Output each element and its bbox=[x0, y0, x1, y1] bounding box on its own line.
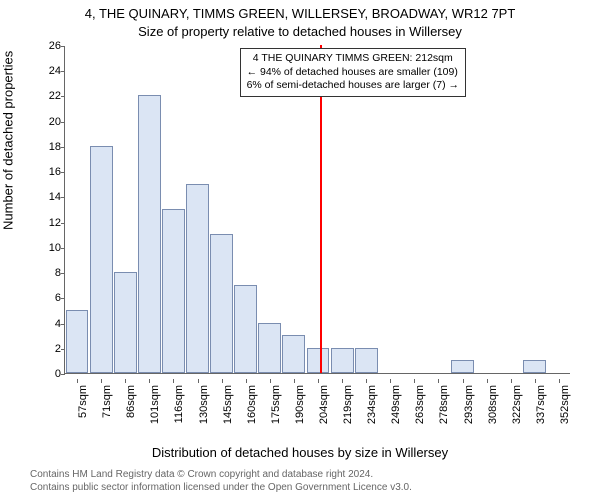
histogram-bar bbox=[210, 234, 233, 373]
x-tick-mark bbox=[246, 379, 247, 383]
y-tick-mark bbox=[61, 273, 65, 274]
x-tick-label: 57sqm bbox=[77, 385, 89, 418]
x-tick-mark bbox=[149, 379, 150, 383]
y-tick-mark bbox=[61, 122, 65, 123]
x-tick-mark bbox=[511, 379, 512, 383]
annotation-box: 4 THE QUINARY TIMMS GREEN: 212sqm← 94% o… bbox=[240, 48, 466, 97]
x-tick-label: 219sqm bbox=[342, 385, 354, 424]
y-tick-label: 4 bbox=[31, 318, 61, 330]
x-tick-label: 101sqm bbox=[149, 385, 161, 424]
y-tick-mark bbox=[61, 46, 65, 47]
histogram-bar bbox=[523, 360, 546, 373]
x-tick-mark bbox=[101, 379, 102, 383]
x-tick-label: 308sqm bbox=[487, 385, 499, 424]
property-size-chart: 4, THE QUINARY, TIMMS GREEN, WILLERSEY, … bbox=[0, 0, 600, 500]
x-tick-label: 263sqm bbox=[414, 385, 426, 424]
histogram-bar bbox=[331, 348, 354, 373]
y-tick-label: 12 bbox=[31, 217, 61, 229]
y-tick-mark bbox=[61, 248, 65, 249]
y-tick-label: 0 bbox=[31, 368, 61, 380]
x-tick-mark bbox=[535, 379, 536, 383]
histogram-bar bbox=[234, 285, 257, 373]
x-tick-mark bbox=[125, 379, 126, 383]
histogram-bar bbox=[186, 184, 209, 373]
x-tick-label: 71sqm bbox=[101, 385, 113, 418]
y-tick-mark bbox=[61, 96, 65, 97]
copyright-footnote: Contains HM Land Registry data © Crown c… bbox=[30, 468, 412, 494]
x-tick-mark bbox=[390, 379, 391, 383]
x-tick-mark bbox=[342, 379, 343, 383]
x-axis-label: Distribution of detached houses by size … bbox=[0, 445, 600, 460]
y-tick-mark bbox=[61, 197, 65, 198]
x-tick-label: 160sqm bbox=[246, 385, 258, 424]
x-tick-mark bbox=[318, 379, 319, 383]
x-tick-mark bbox=[77, 379, 78, 383]
x-tick-mark bbox=[487, 379, 488, 383]
x-tick-label: 145sqm bbox=[222, 385, 234, 424]
x-tick-label: 249sqm bbox=[390, 385, 402, 424]
y-tick-label: 10 bbox=[31, 242, 61, 254]
x-tick-label: 175sqm bbox=[270, 385, 282, 424]
footnote-line2: Contains public sector information licen… bbox=[30, 481, 412, 494]
y-tick-mark bbox=[61, 172, 65, 173]
x-tick-label: 116sqm bbox=[173, 385, 185, 423]
y-tick-label: 26 bbox=[31, 40, 61, 52]
histogram-bar bbox=[451, 360, 474, 373]
y-tick-mark bbox=[61, 374, 65, 375]
histogram-bar bbox=[307, 348, 330, 373]
y-tick-label: 22 bbox=[31, 90, 61, 102]
x-tick-label: 86sqm bbox=[125, 385, 137, 418]
x-tick-label: 337sqm bbox=[535, 385, 547, 424]
histogram-bar bbox=[258, 323, 281, 373]
x-tick-label: 352sqm bbox=[559, 385, 571, 424]
y-tick-label: 6 bbox=[31, 292, 61, 304]
x-tick-mark bbox=[366, 379, 367, 383]
footnote-line1: Contains HM Land Registry data © Crown c… bbox=[30, 468, 412, 481]
y-tick-mark bbox=[61, 71, 65, 72]
plot-area: 0246810121416182022242657sqm71sqm86sqm10… bbox=[64, 46, 570, 374]
x-tick-label: 190sqm bbox=[294, 385, 306, 424]
annotation-line: ← 94% of detached houses are smaller (10… bbox=[247, 66, 459, 80]
y-tick-label: 8 bbox=[31, 267, 61, 279]
x-tick-mark bbox=[270, 379, 271, 383]
x-tick-mark bbox=[222, 379, 223, 383]
y-tick-label: 20 bbox=[31, 116, 61, 128]
histogram-bar bbox=[138, 95, 161, 373]
histogram-bar bbox=[90, 146, 113, 373]
x-tick-label: 204sqm bbox=[318, 385, 330, 424]
histogram-bar bbox=[355, 348, 378, 373]
x-tick-mark bbox=[438, 379, 439, 383]
x-tick-label: 293sqm bbox=[463, 385, 475, 424]
y-tick-mark bbox=[61, 147, 65, 148]
x-tick-label: 130sqm bbox=[198, 385, 210, 424]
y-tick-label: 16 bbox=[31, 166, 61, 178]
chart-title-address: 4, THE QUINARY, TIMMS GREEN, WILLERSEY, … bbox=[0, 6, 600, 21]
histogram-bar bbox=[66, 310, 89, 373]
x-tick-label: 278sqm bbox=[438, 385, 450, 424]
x-tick-label: 322sqm bbox=[511, 385, 523, 424]
annotation-line: 4 THE QUINARY TIMMS GREEN: 212sqm bbox=[247, 52, 459, 66]
histogram-bar bbox=[282, 335, 305, 373]
y-tick-label: 24 bbox=[31, 65, 61, 77]
x-tick-mark bbox=[294, 379, 295, 383]
y-tick-mark bbox=[61, 223, 65, 224]
x-tick-mark bbox=[463, 379, 464, 383]
histogram-bar bbox=[114, 272, 137, 373]
x-tick-label: 234sqm bbox=[366, 385, 378, 424]
y-tick-label: 14 bbox=[31, 191, 61, 203]
x-tick-mark bbox=[559, 379, 560, 383]
x-tick-mark bbox=[173, 379, 174, 383]
y-tick-label: 18 bbox=[31, 141, 61, 153]
annotation-line: 6% of semi-detached houses are larger (7… bbox=[247, 79, 459, 93]
x-tick-mark bbox=[198, 379, 199, 383]
chart-title-desc: Size of property relative to detached ho… bbox=[0, 24, 600, 39]
y-axis-label: Number of detached properties bbox=[1, 51, 16, 230]
y-tick-mark bbox=[61, 349, 65, 350]
x-tick-mark bbox=[414, 379, 415, 383]
y-tick-label: 2 bbox=[31, 343, 61, 355]
histogram-bar bbox=[162, 209, 185, 373]
y-tick-mark bbox=[61, 298, 65, 299]
y-tick-mark bbox=[61, 324, 65, 325]
